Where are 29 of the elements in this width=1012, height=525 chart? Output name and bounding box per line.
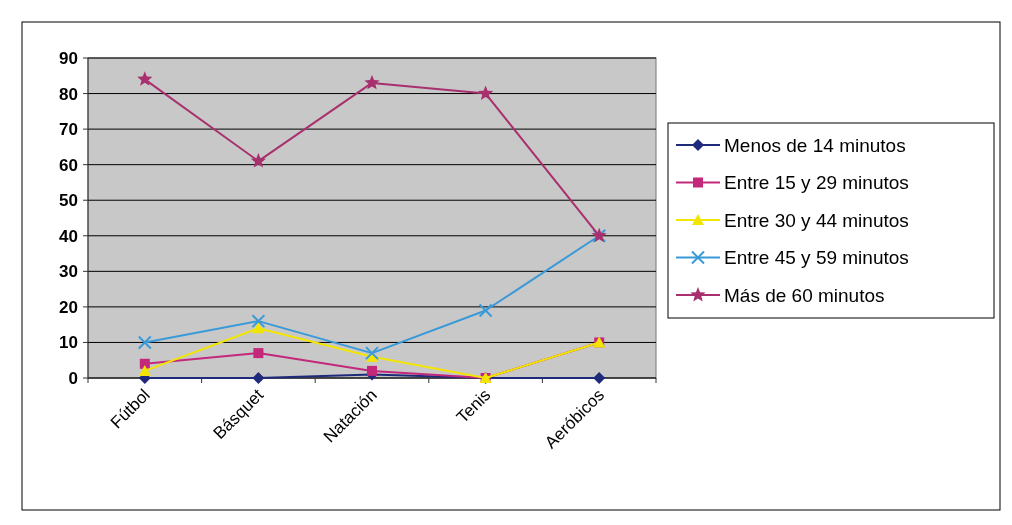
y-tick-label: 0: [68, 368, 78, 388]
y-tick-label: 20: [59, 297, 78, 317]
legend-label: Más de 60 minutos: [724, 284, 885, 306]
y-tick-label: 40: [59, 226, 78, 246]
point: [593, 372, 606, 384]
point: [252, 372, 265, 384]
point: [252, 322, 265, 334]
legend-label: Entre 30 y 44 minutos: [724, 209, 909, 231]
point: [137, 335, 152, 350]
point: [365, 346, 379, 361]
legend-label: Entre 15 y 29 minutos: [724, 172, 909, 194]
point: [250, 153, 267, 168]
y-tick-label: 70: [59, 120, 78, 140]
point: [477, 85, 494, 101]
point: [138, 364, 151, 376]
y-tick-label: 80: [59, 84, 78, 104]
legend-label: Entre 45 y 59 minutos: [724, 247, 909, 269]
y-tick-label: 10: [59, 333, 78, 353]
legend-label: Menos de 14 minutos: [724, 134, 906, 156]
y-tick-label: 60: [59, 155, 78, 175]
point: [251, 314, 266, 329]
point: [478, 303, 493, 318]
y-tick-label: 90: [59, 48, 78, 68]
point: [253, 348, 264, 359]
y-tick-label: 30: [59, 262, 78, 282]
point: [137, 71, 153, 86]
point: [367, 365, 377, 376]
point: [364, 74, 380, 90]
y-tick-label: 50: [59, 191, 78, 211]
